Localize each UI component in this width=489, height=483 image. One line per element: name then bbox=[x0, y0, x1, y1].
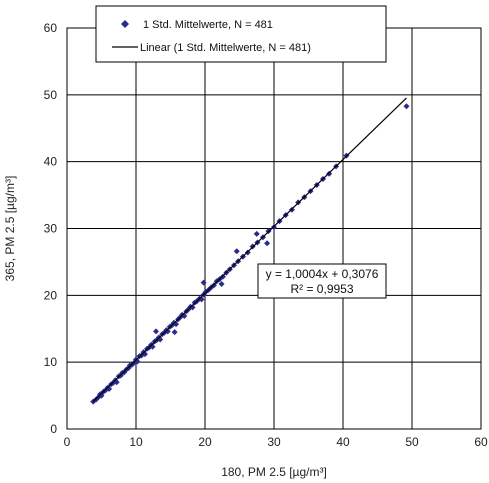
scatter-point bbox=[200, 279, 207, 286]
trendline bbox=[92, 97, 407, 402]
y-axis-label: 365, PM 2.5 [µg/m³] bbox=[3, 176, 17, 282]
scatter-point bbox=[264, 240, 271, 247]
scatter-point bbox=[233, 248, 240, 255]
regression-equation: y = 1,0004x + 0,3076 bbox=[266, 267, 379, 281]
legend-entry-scatter: 1 Std. Mittelwerte, N = 481 bbox=[143, 19, 273, 31]
y-axis: 0 10 20 30 40 50 60 bbox=[44, 21, 58, 436]
y-tick-label: 10 bbox=[44, 355, 58, 369]
x-tick-label: 30 bbox=[267, 435, 281, 449]
scatter-point bbox=[253, 230, 260, 237]
r-squared-value: R² = 0,9953 bbox=[290, 282, 353, 296]
x-axis-label: 180, PM 2.5 [µg/m³] bbox=[221, 465, 327, 479]
scatter-point bbox=[403, 103, 410, 110]
x-tick-label: 40 bbox=[336, 435, 350, 449]
scatter-point bbox=[164, 328, 171, 335]
legend-entry-linear: Linear (1 Std. Mittelwerte, N = 481) bbox=[140, 42, 311, 54]
y-tick-label: 60 bbox=[44, 21, 58, 35]
x-tick-label: 20 bbox=[198, 435, 212, 449]
equation-annotation: y = 1,0004x + 0,3076 R² = 0,9953 bbox=[257, 263, 387, 299]
equation-box bbox=[257, 263, 387, 299]
legend-box bbox=[95, 5, 387, 63]
scatter-point bbox=[98, 392, 105, 399]
x-tick-label: 60 bbox=[474, 435, 488, 449]
x-axis: 0 10 20 30 40 50 60 bbox=[64, 435, 488, 449]
y-tick-label: 20 bbox=[44, 288, 58, 302]
x-tick-label: 0 bbox=[64, 435, 71, 449]
y-tick-label: 40 bbox=[44, 155, 58, 169]
scatter-point bbox=[189, 304, 196, 311]
y-tick-label: 50 bbox=[44, 88, 58, 102]
trendline-line bbox=[92, 97, 407, 402]
scatter-point bbox=[171, 329, 178, 336]
legend: 1 Std. Mittelwerte, N = 481 Linear (1 St… bbox=[95, 5, 387, 63]
y-tick-label: 30 bbox=[44, 222, 58, 236]
y-tick-label: 0 bbox=[50, 422, 57, 436]
scatter-point bbox=[153, 328, 160, 335]
x-tick-label: 10 bbox=[129, 435, 143, 449]
scatter-point bbox=[218, 280, 225, 287]
legend-marker-diamond bbox=[121, 20, 129, 28]
x-tick-label: 50 bbox=[405, 435, 419, 449]
